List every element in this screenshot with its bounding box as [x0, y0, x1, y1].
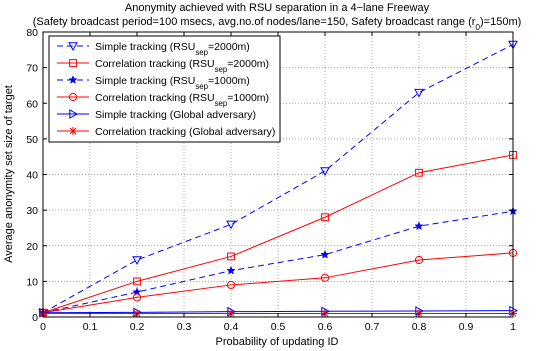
legend-label-part-1: sep	[195, 82, 208, 91]
series-4-point	[226, 280, 236, 290]
legend-label-part-1: sep	[215, 65, 228, 74]
legend-label-part-2: =2000m)	[227, 58, 269, 70]
series-2-point	[133, 277, 141, 286]
y-tick-label: 60	[26, 98, 38, 110]
y-tick-label: 20	[26, 241, 38, 253]
x-tick-label: 0.2	[130, 321, 145, 333]
legend-item-5: Simple tracking (Global adversary)	[57, 109, 256, 121]
x-tick-label: 0.7	[365, 321, 380, 333]
legend-label-part-1: sep	[215, 99, 228, 108]
series-3-point	[414, 221, 424, 231]
series-2-point	[321, 213, 329, 222]
x-tick-label: 1	[510, 321, 516, 333]
legend-box	[48, 35, 281, 143]
legend-item-1: Simple tracking (RSUsep=2000m)	[57, 41, 250, 57]
subtitle-part-0: (Safety broadcast period=100 msecs, avg.…	[33, 16, 476, 28]
series-5-line	[42, 310, 514, 314]
legend-item-2: Correlation tracking (RSUsep=2000m)	[57, 58, 269, 74]
series-3-line	[42, 210, 514, 314]
legend-label-part-0: Correlation tracking (RSU	[95, 58, 215, 70]
series-1-point	[132, 256, 142, 266]
x-tick-label: 0.4	[224, 321, 239, 333]
legend-marker	[69, 127, 77, 135]
y-tick-label: 50	[26, 134, 38, 146]
series-4-point	[132, 293, 142, 302]
x-tick-label: 0.6	[318, 321, 333, 333]
chart-title: Anonymity achieved with RSU separation i…	[125, 2, 430, 14]
legend-label-part-1: sep	[195, 48, 208, 57]
legend-label-part-0: Simple tracking (RSU	[95, 41, 195, 53]
legend-label-part-0: Correlation tracking (RSU	[95, 92, 215, 104]
series-3-point	[320, 249, 330, 259]
legend-marker	[69, 109, 79, 119]
series-1-point	[226, 220, 236, 230]
y-tick-label: 40	[26, 170, 38, 182]
legend-label-part-0: Simple tracking (RSU	[95, 75, 195, 87]
series-4-point	[414, 255, 424, 265]
series-2-line	[42, 154, 514, 314]
y-tick-label: 0	[32, 312, 38, 324]
legend-label: Simple tracking (Global adversary)	[95, 109, 256, 121]
x-tick-label: 0.1	[83, 321, 98, 333]
legend-label-part-0: Correlation tracking (Global adversary)	[95, 126, 275, 138]
subtitle-part-1: 0	[475, 23, 480, 32]
legend-label: Simple tracking (RSUsep=2000m)	[95, 41, 250, 57]
series-1-line	[42, 44, 514, 314]
subtitle-part-2: )=150m)	[480, 16, 521, 28]
legend-item-3: Simple tracking (RSUsep=1000m)	[57, 75, 250, 91]
series-2-point	[227, 252, 235, 261]
x-axis-label: Probability of updating ID	[216, 336, 339, 348]
legend-item-4: Correlation tracking (RSUsep=1000m)	[57, 92, 269, 108]
legend-marker	[68, 75, 78, 84]
axis-ticks: 0 0.1 0.2 0.3 0.4 0.5 0.6 0.7 0.8 0.9 101020304050…	[26, 27, 516, 333]
legend-marker-stroke	[69, 127, 77, 135]
legend-label: Correlation tracking (RSUsep=2000m)	[95, 58, 269, 74]
series-1-point	[414, 88, 424, 98]
legend-label-part-0: Simple tracking (Global adversary)	[95, 109, 256, 121]
legend-label: Simple tracking (RSUsep=1000m)	[95, 75, 250, 91]
legend-item-6: Correlation tracking (Global adversary)	[57, 126, 275, 138]
legend-marker	[69, 59, 77, 67]
legend-label-part-2: =2000m)	[208, 41, 250, 53]
series-2-point	[415, 168, 423, 177]
y-tick-label: 80	[26, 27, 38, 39]
x-tick-label: 0.8	[412, 321, 427, 333]
y-axis-label: Average anonymity set size of target	[3, 85, 15, 263]
series-3-point	[226, 265, 236, 275]
x-tick-label: 0.9	[459, 321, 474, 333]
chart-subtitle: (Safety broadcast period=100 msecs, avg.…	[33, 16, 522, 32]
series-1-point	[320, 167, 330, 176]
y-tick-label: 10	[26, 276, 38, 288]
y-tick-label: 30	[26, 205, 38, 217]
x-tick-label: 0.3	[177, 321, 192, 333]
legend-label: Correlation tracking (Global adversary)	[95, 126, 275, 138]
legend-marker	[68, 42, 78, 52]
x-tick-label: 0	[40, 321, 46, 333]
y-tick-label: 70	[26, 63, 38, 75]
series-4-point	[320, 273, 330, 282]
legend-label-part-2: =1000m)	[208, 75, 250, 87]
legend: Simple tracking (RSUsep=2000m)Correlatio…	[48, 35, 281, 143]
legend-marker	[68, 92, 78, 102]
series-4-line	[42, 252, 514, 314]
x-tick-label: 0.5	[271, 321, 286, 333]
legend-label-part-2: =1000m)	[227, 92, 269, 104]
legend-label: Correlation tracking (RSUsep=1000m)	[95, 92, 269, 108]
